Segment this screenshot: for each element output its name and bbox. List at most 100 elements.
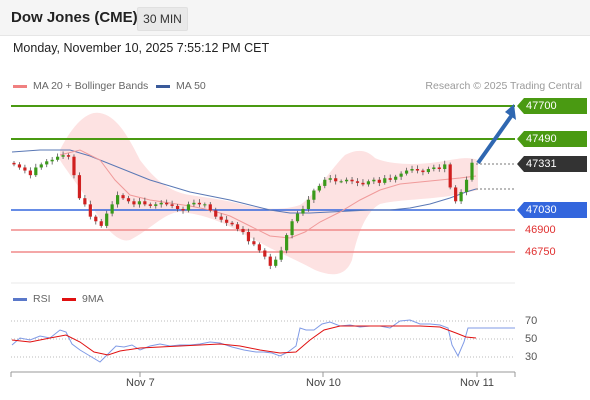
candle-body [432,167,436,170]
candle-body [28,170,32,176]
candle-body [355,181,360,183]
candle-body [219,216,223,220]
candle-body [421,170,425,173]
candle-body [415,169,420,171]
candle-body [252,241,256,245]
candle-body [61,155,65,157]
forecast-arrow-line [476,113,514,165]
candle-body [115,195,120,205]
instrument-title: Dow Jones (CME) [11,9,138,26]
timeframe-button[interactable]: 30 MIN [137,7,188,31]
candle-body [235,224,240,229]
price-tag-r1: 47490 [517,131,587,147]
candle-body [214,210,218,217]
candle-body [388,178,392,180]
candlestick-series [12,151,474,270]
legend-rsi-label: RSI [33,293,51,305]
candle-body [361,182,365,185]
rsi-tick-50: 50 [525,333,538,345]
candle-body [268,256,272,266]
legend-ma20-bb: MA 20 + Bollinger Bands [13,80,148,92]
candle-body [312,190,316,200]
candle-body [50,159,54,162]
candle-body [175,205,180,209]
price-tag-r2-text: 47700 [526,100,557,112]
candle-body [241,228,245,233]
candle-body [83,198,87,205]
rsi-tick-70: 70 [525,315,538,327]
candle-body [470,162,474,180]
ma20-line [59,149,477,239]
candle-body [301,208,305,214]
candle-body [208,204,212,211]
price-tag-last-text: 47331 [526,158,557,170]
candle-body [426,169,430,173]
legend-rsi-ma: 9MA [62,293,104,305]
candle-body [394,176,398,180]
price-tag-pivot-text: 47030 [526,204,557,216]
candle-body [323,179,327,186]
candle-body [94,216,98,222]
candle-body [143,201,147,205]
candle-body [137,201,142,205]
timestamp: Monday, November 10, 2025 7:55:12 PM CET [13,41,270,55]
legend-ma50-label: MA 50 [176,80,206,92]
candle-body [285,235,289,251]
candle-body [443,164,447,170]
x-label-nov11: Nov 11 [460,377,495,389]
candle-body [186,204,191,211]
candle-body [377,179,381,183]
candle-body [126,198,131,202]
forecast-arrow-head [505,104,516,120]
candle-body [121,195,125,199]
candle-body [459,192,463,202]
rsi-line [11,319,515,363]
candle-body [56,156,60,160]
rsi-ma-line [11,325,477,356]
chart-header: Dow Jones (CME) 30 MIN [0,0,590,36]
x-label-nov7: Nov 7 [126,377,155,389]
candle-body [225,219,229,223]
legend-ma50-swatch [156,84,170,88]
candle-body [448,164,452,188]
candle-body [317,185,321,191]
candle-body [34,167,38,176]
candle-body [464,179,469,193]
price-text-s2: 46750 [525,246,556,258]
candle-body [45,161,49,165]
candle-body [132,201,136,205]
candle-body [230,222,234,225]
candle-body [366,181,371,185]
candle-body [306,199,311,209]
candle-body [110,204,114,214]
candle-body [148,204,152,206]
legend-rsi-ma-label: 9MA [82,293,104,305]
candle-body [339,181,343,183]
candle-body [263,250,267,257]
legend-ma20-swatch [13,84,27,88]
candle-body [12,162,16,165]
price-tag-last: 47331 [517,156,587,172]
candle-body [192,202,196,205]
candle-body [165,202,169,205]
candle-body [39,164,43,168]
price-tag-pivot: 47030 [517,202,587,218]
legend-ma50: MA 50 [156,80,206,92]
candle-body [328,178,332,180]
candle-body [372,179,376,182]
ma50-line [11,149,477,214]
rsi-tick-30: 30 [525,351,538,363]
candle-body [383,178,387,183]
candle-body [88,204,92,217]
candle-body [246,232,251,242]
candle-body [154,204,158,206]
candle-body [197,202,201,205]
price-tag-r2: 47700 [517,98,587,114]
candle-body [66,155,71,157]
candle-body [72,156,76,176]
candle-body [404,170,409,174]
price-tag-r1-text: 47490 [526,133,557,145]
candle-body [399,173,403,177]
candle-body [279,250,283,260]
